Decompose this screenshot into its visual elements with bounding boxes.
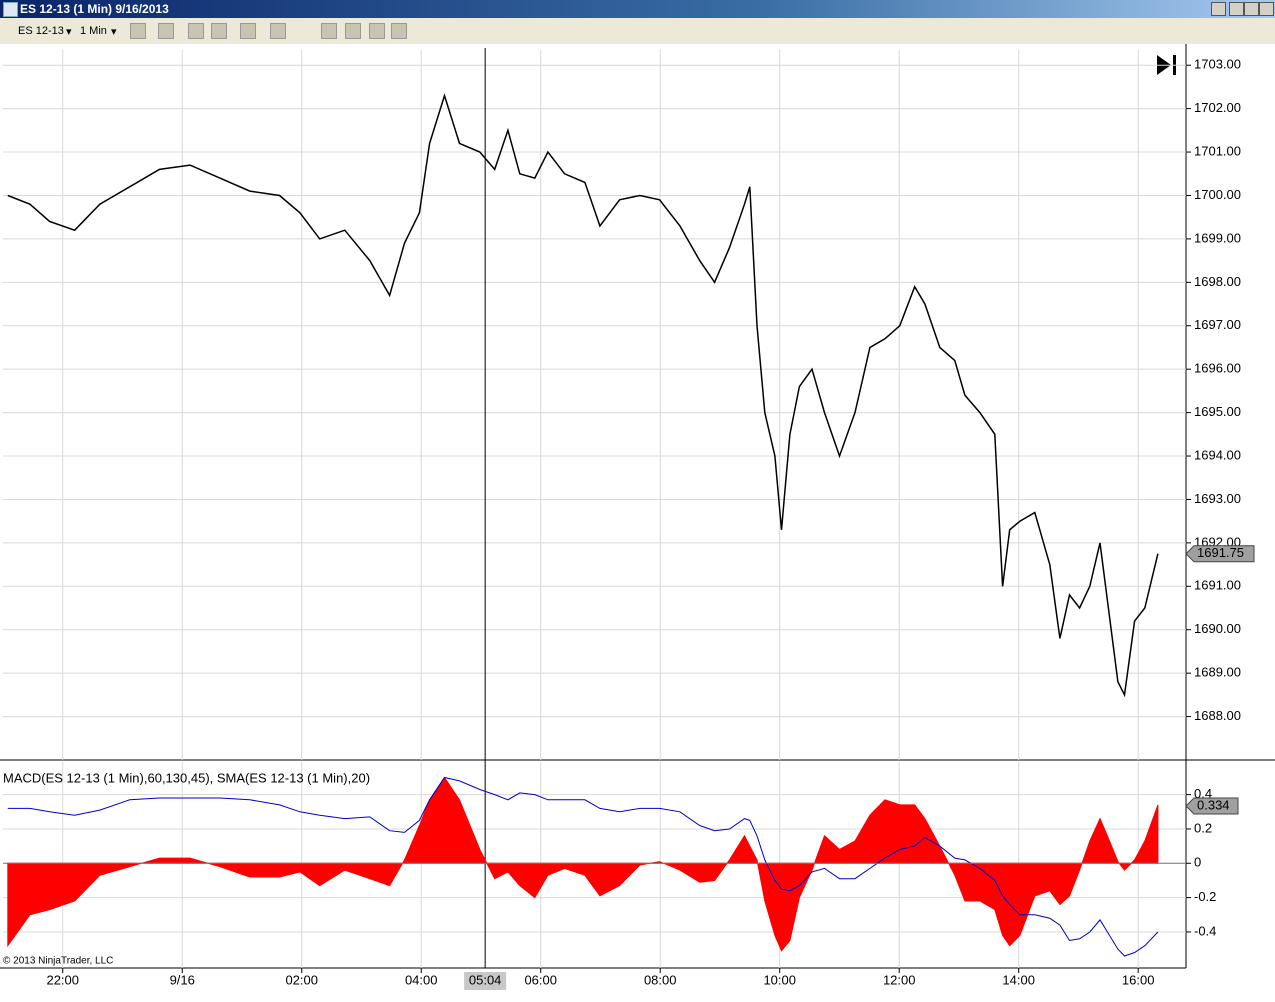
crosshair-time-label: 05:04 (469, 972, 502, 987)
y-tick-label: 0.2 (1194, 820, 1212, 835)
y-tick-label: 0.4 (1194, 786, 1212, 801)
y-tick-label: 1688.00 (1194, 708, 1241, 723)
y-tick-label: 1700.00 (1194, 187, 1241, 202)
last-value-marker (1185, 797, 1239, 815)
y-tick-label: 1697.00 (1194, 317, 1241, 332)
x-tick-label: 08:00 (644, 972, 677, 987)
indicator-label: MACD(ES 12-13 (1 Min),60,130,45), SMA(ES… (3, 770, 370, 785)
dropdown-arrow[interactable]: ▾ (111, 26, 117, 38)
x-tick-label: 22:00 (46, 972, 79, 987)
last-price-marker (1185, 545, 1255, 563)
grid (3, 50, 1186, 968)
crosshair-button[interactable] (240, 23, 256, 39)
y-tick-label: 1698.00 (1194, 274, 1241, 289)
title-bar: ES 12-13 (1 Min) 9/16/2013 (0, 0, 1275, 18)
x-tick-label: 12:00 (883, 972, 916, 987)
y-tick-label: -0.2 (1194, 889, 1216, 904)
y-tick-label: 0 (1194, 855, 1201, 870)
crosshair-time-box (464, 972, 507, 990)
x-tick-label: 10:00 (763, 972, 796, 987)
x-tick-label: 16:00 (1122, 972, 1155, 987)
x-tick-label: 02:00 (285, 972, 318, 987)
y-tick-label: 1701.00 (1194, 143, 1241, 158)
macd-area (7, 776, 1159, 952)
close-button[interactable] (1259, 2, 1274, 16)
price-line (7, 93, 1159, 698)
bar-type-button[interactable] (130, 23, 146, 39)
restore-button[interactable] (1211, 2, 1226, 16)
y-tick-label: 1693.00 (1194, 491, 1241, 506)
app-icon (3, 2, 18, 17)
y-tick-label: 1689.00 (1194, 665, 1241, 680)
y-tick-label: 1703.00 (1194, 57, 1241, 72)
interval-selector[interactable]: 1 Min (80, 25, 107, 37)
zoom-in-button[interactable] (188, 23, 204, 39)
y-tick-label: 1699.00 (1194, 230, 1241, 245)
drawing-tool-button[interactable] (158, 23, 174, 39)
instrument-selector[interactable]: ES 12-13 (18, 25, 64, 37)
last-price-label: 1691.75 (1197, 545, 1244, 560)
y-tick-label: -0.4 (1194, 923, 1216, 938)
y-tick-label: 1702.00 (1194, 100, 1241, 115)
last-value-label: 0.334 (1197, 797, 1230, 812)
x-tick-label: 04:00 (405, 972, 438, 987)
x-tick-label: 14:00 (1002, 972, 1035, 987)
y-tick-label: 1690.00 (1194, 621, 1241, 636)
chart: 22:00 9/16 02:00 04:00 06:00 08:00 10:00 12:00 1… (0, 44, 1275, 1002)
strategies-button[interactable] (345, 23, 361, 39)
y-tick-label: 1691.00 (1194, 578, 1241, 593)
data-box-button[interactable] (270, 23, 286, 39)
window-title: ES 12-13 (1 Min) 9/16/2013 (20, 2, 169, 16)
y-tick-label: 1695.00 (1194, 404, 1241, 419)
maximize-button[interactable] (1244, 2, 1259, 16)
indicators-button[interactable] (321, 23, 337, 39)
toolbar: ES 12-13 ▾ 1 Min ▾ (0, 18, 1275, 45)
chart-background (0, 44, 1275, 1002)
y-tick-label: 1694.00 (1194, 447, 1241, 462)
copyright: © 2013 NinjaTrader, LLC (3, 956, 113, 967)
dropdown-arrow[interactable]: ▾ (66, 26, 72, 38)
properties-button[interactable] (369, 23, 385, 39)
y-tick-label: 1696.00 (1194, 361, 1241, 376)
minimize-button[interactable] (1229, 2, 1244, 16)
sma-line (7, 776, 1159, 957)
x-tick-label: 9/16 (170, 972, 195, 987)
x-tick-label: 06:00 (524, 972, 557, 987)
templates-button[interactable] (391, 23, 407, 39)
zoom-out-button[interactable] (211, 23, 227, 39)
